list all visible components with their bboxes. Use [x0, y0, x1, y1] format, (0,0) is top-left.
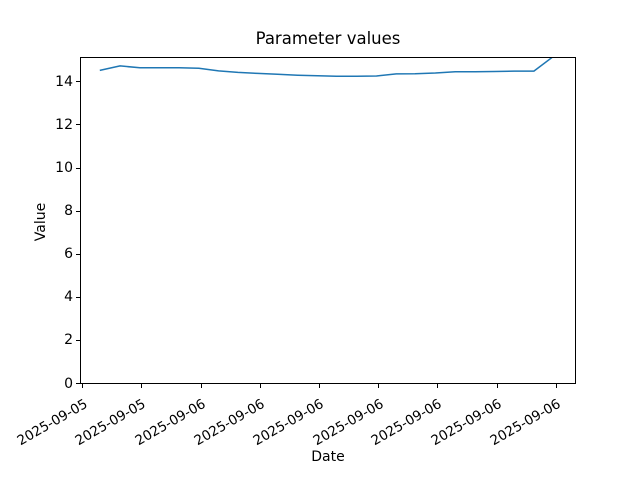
y-tick-label: 8	[64, 203, 73, 220]
x-tick-mark	[319, 384, 321, 388]
plot-area	[80, 57, 576, 384]
y-tick-mark	[76, 296, 80, 298]
y-tick-mark	[76, 253, 80, 255]
x-tick-mark	[141, 384, 143, 388]
y-tick-mark	[76, 383, 80, 384]
y-tick-mark	[76, 167, 80, 169]
x-tick-mark	[82, 384, 84, 388]
y-tick-mark	[76, 124, 80, 126]
y-tick-label: 4	[64, 289, 73, 306]
data-line	[99, 58, 553, 77]
y-tick-label: 10	[55, 160, 73, 177]
y-tick-label: 6	[64, 246, 73, 263]
chart-title: Parameter values	[255, 29, 401, 48]
y-tick-label: 12	[55, 116, 73, 133]
x-tick-mark	[496, 384, 498, 388]
x-tick-mark	[378, 384, 380, 388]
x-tick-mark	[555, 384, 557, 388]
x-axis-label: Date	[311, 449, 345, 465]
y-tick-label: 2	[64, 332, 73, 349]
y-tick-mark	[76, 81, 80, 83]
x-tick-mark	[200, 384, 202, 388]
y-tick-mark	[76, 339, 80, 341]
y-tick-label: 0	[64, 375, 73, 392]
x-tick-mark	[437, 384, 439, 388]
y-tick-mark	[76, 210, 80, 212]
x-tick-mark	[259, 384, 261, 388]
line-plot-svg	[99, 58, 553, 77]
y-axis-label: Value	[33, 202, 49, 242]
y-tick-label: 14	[55, 73, 73, 90]
